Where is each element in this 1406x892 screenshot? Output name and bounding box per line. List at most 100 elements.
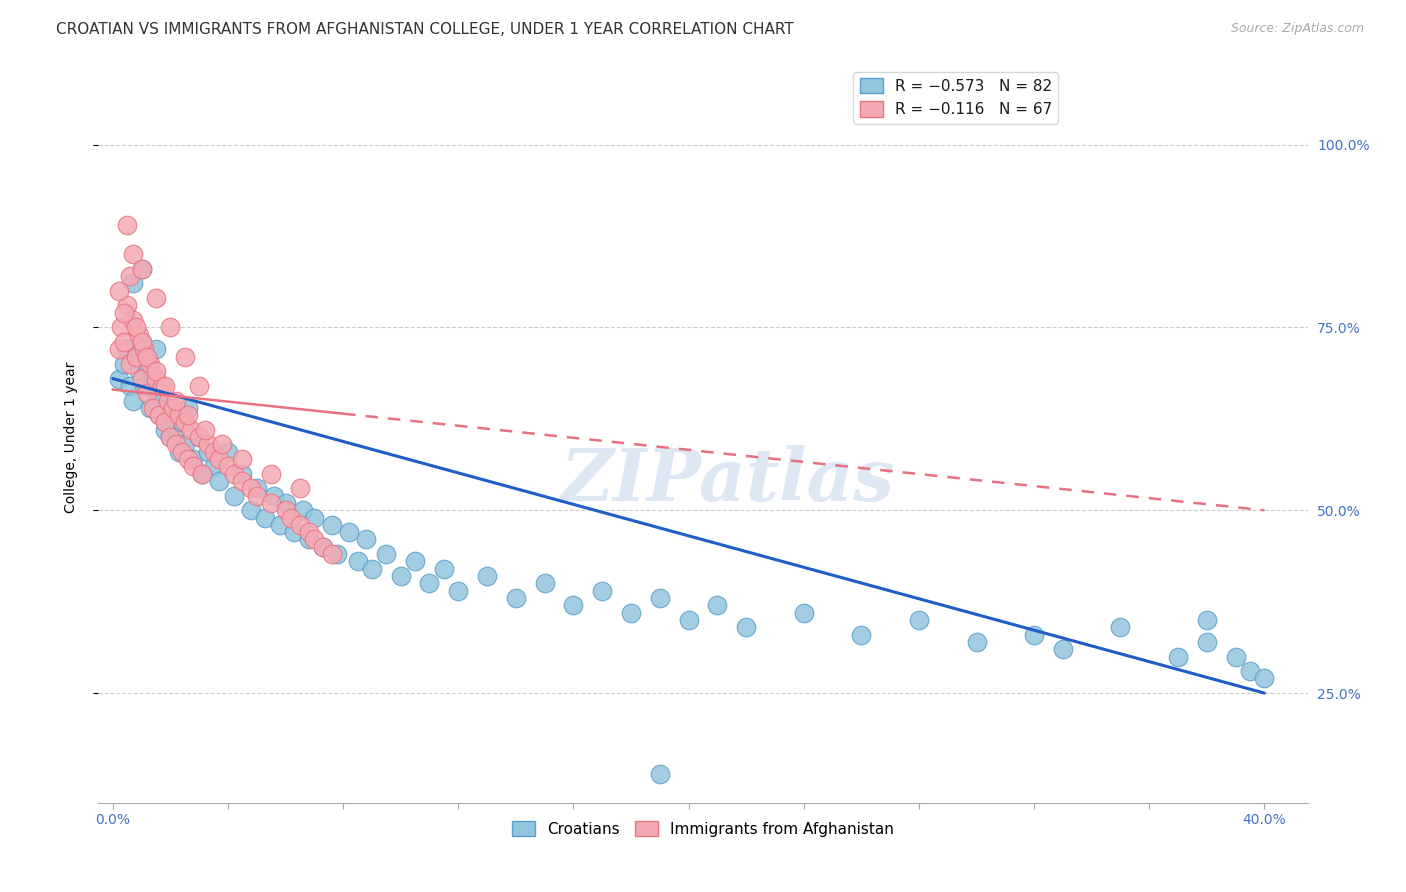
Point <box>240 503 263 517</box>
Point <box>274 503 297 517</box>
Point <box>156 393 179 408</box>
Point <box>125 320 148 334</box>
Point <box>288 517 311 532</box>
Point <box>231 467 253 481</box>
Point <box>159 430 181 444</box>
Point <box>254 510 277 524</box>
Point <box>1239 664 1261 678</box>
Point <box>274 496 297 510</box>
Point <box>107 371 129 385</box>
Point <box>150 379 173 393</box>
Point <box>346 554 368 568</box>
Point <box>211 437 233 451</box>
Point <box>706 599 728 613</box>
Point <box>404 554 426 568</box>
Point <box>145 343 167 357</box>
Point <box>1109 620 1132 634</box>
Point <box>148 408 170 422</box>
Point <box>197 444 219 458</box>
Y-axis label: College, Under 1 year: College, Under 1 year <box>63 361 77 513</box>
Point <box>475 569 498 583</box>
Point <box>337 525 360 540</box>
Point <box>288 481 311 495</box>
Point <box>389 569 412 583</box>
Point <box>176 401 198 415</box>
Point <box>183 452 205 467</box>
Point <box>134 343 156 357</box>
Point <box>312 540 335 554</box>
Point <box>131 261 153 276</box>
Point <box>188 430 211 444</box>
Point <box>678 613 700 627</box>
Point <box>321 547 343 561</box>
Point <box>128 364 150 378</box>
Point <box>283 525 305 540</box>
Point <box>202 459 225 474</box>
Point <box>1022 627 1045 641</box>
Point <box>136 357 159 371</box>
Point <box>165 393 187 408</box>
Point <box>222 489 245 503</box>
Point <box>180 423 202 437</box>
Point <box>176 452 198 467</box>
Point <box>120 379 142 393</box>
Point <box>533 576 555 591</box>
Point <box>131 334 153 349</box>
Point <box>122 247 145 261</box>
Point <box>648 591 671 605</box>
Point <box>321 517 343 532</box>
Point <box>173 350 195 364</box>
Point <box>326 547 349 561</box>
Point <box>188 430 211 444</box>
Legend: Croatians, Immigrants from Afghanistan: Croatians, Immigrants from Afghanistan <box>506 814 900 843</box>
Point <box>908 613 931 627</box>
Point <box>148 408 170 422</box>
Point <box>418 576 440 591</box>
Point <box>170 416 193 430</box>
Point <box>142 401 165 415</box>
Point <box>851 627 873 641</box>
Point <box>142 371 165 385</box>
Point <box>150 393 173 408</box>
Point <box>240 481 263 495</box>
Point <box>217 459 239 474</box>
Point <box>217 444 239 458</box>
Point <box>159 320 181 334</box>
Point <box>231 452 253 467</box>
Point <box>120 357 142 371</box>
Point <box>1253 672 1275 686</box>
Point <box>159 430 181 444</box>
Point <box>145 386 167 401</box>
Point <box>165 423 187 437</box>
Point <box>131 371 153 385</box>
Point <box>260 496 283 510</box>
Point <box>153 423 176 437</box>
Point <box>134 379 156 393</box>
Point <box>162 401 184 415</box>
Point <box>1195 613 1218 627</box>
Point <box>110 320 132 334</box>
Point <box>735 620 758 634</box>
Point <box>433 562 456 576</box>
Point <box>128 327 150 342</box>
Point <box>304 510 326 524</box>
Point <box>202 444 225 458</box>
Text: CROATIAN VS IMMIGRANTS FROM AFGHANISTAN COLLEGE, UNDER 1 YEAR CORRELATION CHART: CROATIAN VS IMMIGRANTS FROM AFGHANISTAN … <box>56 22 794 37</box>
Point <box>263 489 285 503</box>
Point <box>122 393 145 408</box>
Point <box>1225 649 1247 664</box>
Point <box>1167 649 1189 664</box>
Point <box>197 437 219 451</box>
Point <box>139 357 162 371</box>
Point <box>222 467 245 481</box>
Point <box>112 357 135 371</box>
Point <box>165 437 187 451</box>
Point <box>183 459 205 474</box>
Point <box>173 416 195 430</box>
Point <box>620 606 643 620</box>
Point <box>208 452 231 467</box>
Point <box>246 481 269 495</box>
Point <box>122 313 145 327</box>
Point <box>194 423 217 437</box>
Point <box>115 218 138 232</box>
